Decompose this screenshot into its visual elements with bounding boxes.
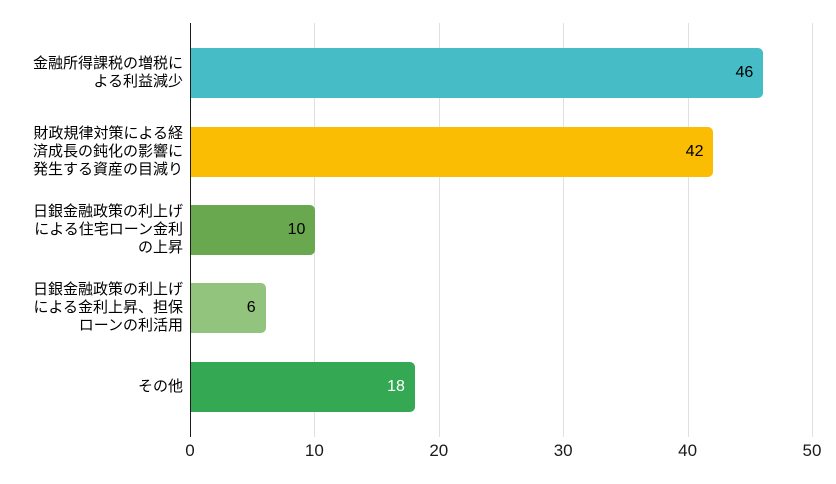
bar-track: 10 [190, 205, 812, 256]
category-label: 金融所得課税の増税に よる利益減少 [32, 55, 183, 91]
category-label: 日銀金融政策の利上げ による金利上昇、担保 ローンの利活用 [32, 281, 183, 335]
bar-value-label: 46 [735, 64, 754, 82]
bar-row: 金融所得課税の増税に よる利益減少 46 [0, 34, 812, 112]
bar[interactable]: 46 [191, 48, 764, 99]
gridline [687, 23, 689, 437]
bar-track: 18 [190, 361, 812, 412]
bar-track: 42 [190, 126, 812, 177]
category-label: 財政規律対策による経 済成長の鈍化の影響に 発生する資産の目減り [32, 124, 183, 178]
x-axis: 0 10 20 30 40 50 [185, 441, 821, 463]
x-tick-label: 10 [304, 441, 324, 460]
chart-rows: 金融所得課税の増税に よる利益減少 46 財政規律対策による経 済成長の鈍化の影響に… [0, 23, 812, 437]
bar-row: 財政規律対策による経 済成長の鈍化の影響に 発生する資産の目減り 42 [0, 112, 812, 190]
x-tick-label: 30 [553, 441, 573, 460]
gridline [812, 23, 813, 437]
bar-row: 日銀金融政策の利上げ による金利上昇、担保 ローンの利活用 6 [0, 269, 812, 347]
axis-baseline [190, 23, 191, 437]
gridline [438, 23, 440, 437]
gridline [563, 23, 565, 437]
x-tick-label: 40 [678, 441, 698, 460]
bar[interactable]: 42 [191, 126, 714, 177]
bar[interactable]: 6 [191, 283, 266, 334]
bar-track: 46 [190, 48, 812, 99]
bar-value-label: 10 [287, 221, 306, 239]
category-label: 日銀金融政策の利上げ による住宅ローン金利 の上昇 [32, 203, 183, 257]
bar-row: その他 18 [0, 348, 812, 426]
category-label: その他 [137, 377, 183, 395]
bar-value-label: 6 [246, 299, 256, 317]
bar-value-label: 18 [387, 377, 405, 395]
bar-track: 6 [190, 283, 812, 334]
x-tick-label: 20 [429, 441, 449, 460]
bar[interactable]: 18 [191, 361, 415, 412]
x-tick-label: 0 [185, 441, 195, 460]
x-tick-label: 50 [802, 441, 822, 460]
bar-value-label: 42 [685, 142, 704, 160]
bar-row: 日銀金融政策の利上げ による住宅ローン金利 の上昇 10 [0, 191, 812, 269]
bar[interactable]: 10 [191, 205, 316, 256]
